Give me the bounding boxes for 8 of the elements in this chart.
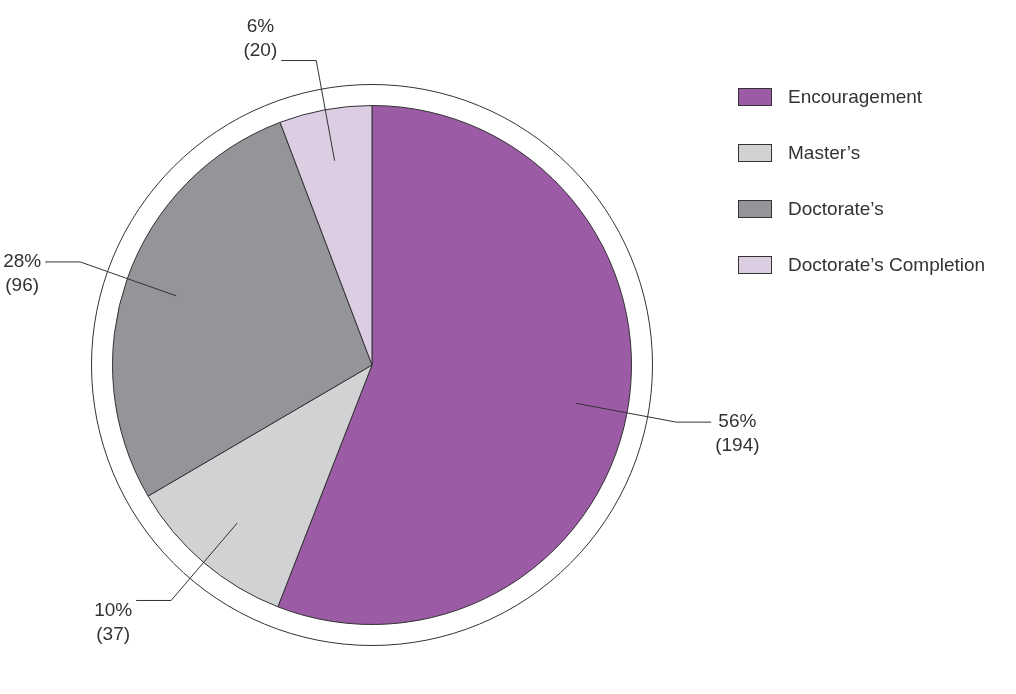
data-label: 10% (37) [94, 598, 133, 644]
legend-label: Doctorate’s Completion [788, 254, 986, 276]
legend-label: Doctorate’s [788, 198, 884, 220]
data-label: 6% (20) [243, 14, 278, 60]
data-label: 56% (194) [715, 410, 760, 456]
legend-label: Master’s [788, 142, 861, 164]
legend-label: Encouragement [788, 86, 923, 108]
data-label: 28% (96) [3, 250, 42, 296]
